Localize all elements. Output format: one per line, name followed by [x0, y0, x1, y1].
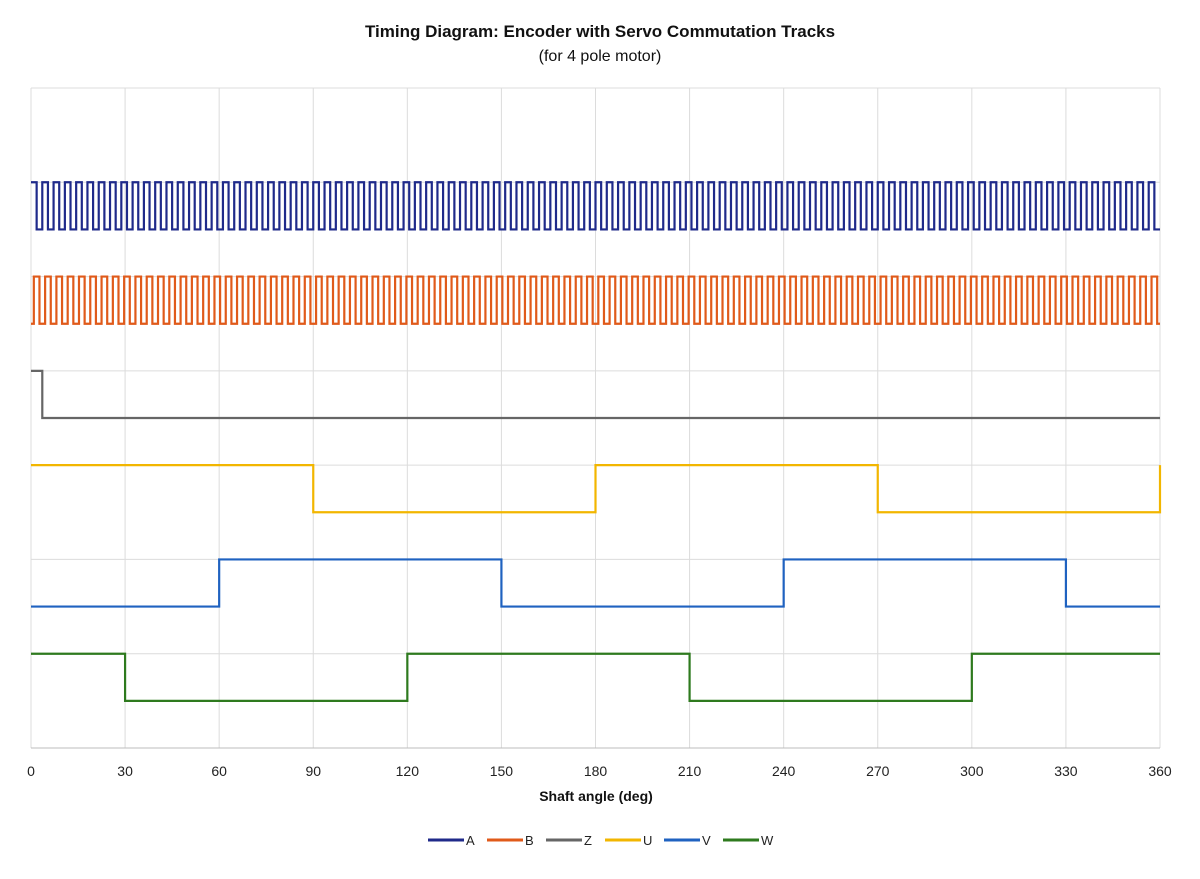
legend-label: V	[702, 833, 711, 848]
series-V-line	[31, 558, 1160, 608]
series-W-line	[31, 652, 1160, 702]
legend-label: W	[761, 833, 774, 848]
x-tick-label: 270	[866, 763, 890, 779]
x-tick-label: 150	[490, 763, 514, 779]
chart-subtitle: (for 4 pole motor)	[539, 48, 662, 65]
x-tick-label: 360	[1148, 763, 1172, 779]
x-tick-label: 30	[117, 763, 133, 779]
x-tick-label: 180	[584, 763, 608, 779]
legend-label: A	[466, 833, 475, 848]
x-axis-label: Shaft angle (deg)	[539, 788, 653, 804]
x-tick-label: 330	[1054, 763, 1078, 779]
x-tick-label: 90	[305, 763, 321, 779]
x-tick-label: 0	[27, 763, 35, 779]
legend-label: B	[525, 833, 534, 848]
series-U-line	[31, 464, 1162, 514]
series-Z-line	[31, 369, 1160, 420]
series-group	[31, 181, 1162, 702]
chart-title: Timing Diagram: Encoder with Servo Commu…	[365, 22, 835, 41]
legend-label: Z	[584, 833, 592, 848]
series-B-line	[31, 275, 1160, 325]
x-tick-label: 210	[678, 763, 702, 779]
x-tick-labels: 0 30 60 90 120 150 180 210 240 270 300 330 360	[27, 763, 1172, 779]
x-tick-label: 240	[772, 763, 796, 779]
x-tick-label: 120	[396, 763, 420, 779]
x-tick-label: 60	[211, 763, 227, 779]
x-tick-label: 300	[960, 763, 984, 779]
series-A-line	[31, 181, 1160, 231]
legend-label: U	[643, 833, 652, 848]
